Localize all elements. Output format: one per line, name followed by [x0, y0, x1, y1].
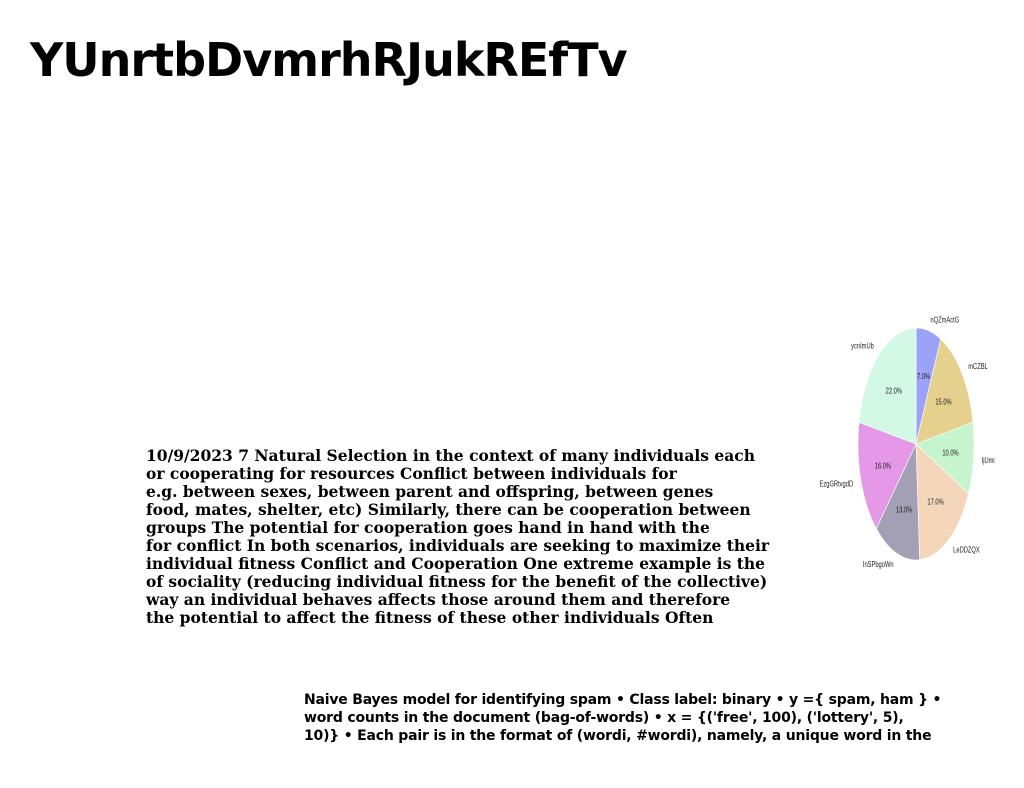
pie-slice-IjUmi — [915, 421, 975, 494]
pie-chart: 7.0% nQZmActG 15.0% mCZBL 10.0% IjUmi 17.0% LeD… — [810, 305, 1010, 580]
pie-pct-label: 13.0% — [896, 507, 912, 515]
pie-pct-label: 15.0% — [935, 399, 951, 407]
pie-pct-label: 10.0% — [942, 450, 958, 458]
pie-pct-label: 7.0% — [917, 373, 930, 381]
pie-chart-svg: 7.0% nQZmActG 15.0% mCZBL 10.0% IjUmi 17.0% LeD… — [820, 317, 996, 570]
paragraph-line: the potential to affect the fitness of t… — [146, 608, 714, 627]
pie-slice-LeDDZQX — [915, 443, 969, 561]
paragraph-line: word counts in the document (bag-of-word… — [304, 710, 904, 726]
pie-category-label: IjUmi — [982, 457, 995, 465]
paragraph-line: way an individual behaves affects those … — [146, 590, 731, 609]
paragraph-line: or cooperating for resources Conflict be… — [146, 464, 677, 483]
page-title: YUnrtbDvmrhRJukREfTv — [30, 33, 628, 87]
pie-category-label: LeDDZQX — [953, 547, 980, 555]
paragraph-line: e.g. between sexes, between parent and o… — [146, 482, 714, 501]
paragraph-line: for conflict In both scenarios, individu… — [146, 536, 770, 555]
paragraph-line: groups The potential for cooperation goe… — [146, 518, 710, 537]
paragraph-line: Naive Bayes model for identifying spam •… — [304, 692, 942, 708]
pie-category-label: nQZmActG — [930, 317, 959, 325]
pie-category-label: EzgGRtvgdD — [820, 481, 854, 489]
pie-pct-label: 22.0% — [886, 388, 902, 396]
pie-category-label: InSPbgoWn — [863, 561, 894, 569]
pie-slice-ycnImUb — [858, 327, 917, 445]
paragraph-line: 10)} • Each pair is in the format of (wo… — [304, 728, 932, 744]
pie-slice-mCZBL — [915, 338, 974, 445]
pie-slice-EzgGRtvgdD — [857, 421, 917, 530]
pie-pct-label: 16.0% — [875, 463, 891, 471]
pie-category-label: mCZBL — [968, 363, 988, 371]
paragraph-line: of sociality (reducing individual fitnes… — [146, 572, 768, 591]
natural-selection-paragraph: 10/9/2023 7 Natural Selection in the con… — [146, 447, 806, 627]
pie-category-label: ycnImUb — [851, 343, 874, 351]
naive-bayes-paragraph: Naive Bayes model for identifying spam •… — [304, 691, 1004, 745]
paragraph-line: food, mates, shelter, etc) Similarly, th… — [146, 500, 751, 519]
pie-pct-label: 17.0% — [927, 499, 943, 507]
paragraph-line: individual fitness Conflict and Cooperat… — [146, 554, 766, 573]
paragraph-line: 10/9/2023 7 Natural Selection in the con… — [146, 446, 755, 465]
pie-slice-InSPbgoWn — [875, 443, 920, 561]
